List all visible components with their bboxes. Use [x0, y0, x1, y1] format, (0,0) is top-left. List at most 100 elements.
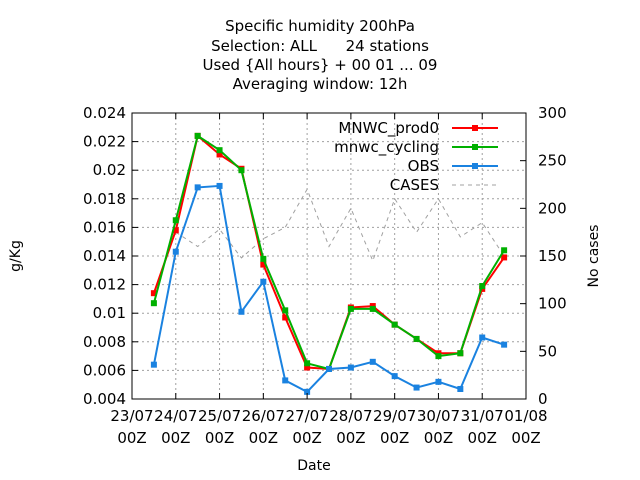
- data-point-obs: [457, 385, 464, 392]
- title-line-3: Used {All hours} + 00 01 ... 09: [203, 56, 438, 74]
- x-tick-label: 31/07: [461, 407, 504, 425]
- legend-marker: [472, 125, 478, 131]
- series-mnwc-prod0: [150, 132, 508, 372]
- data-point-obs: [150, 361, 157, 368]
- grid: [132, 113, 526, 399]
- legend-marker: [472, 163, 478, 169]
- data-point-obs: [260, 278, 267, 285]
- series-cases: [175, 188, 505, 263]
- series-obs: [150, 182, 508, 395]
- data-point-mnwc-prod0: [304, 364, 311, 371]
- data-point-mnwc-prod0: [260, 261, 267, 268]
- y-tick-label: 0.016: [83, 218, 126, 236]
- x-tick-label: 00Z: [292, 429, 321, 447]
- cases-series: [175, 188, 505, 263]
- y-tick-label: 0.012: [83, 276, 126, 294]
- x-axis-label: Date: [297, 458, 330, 474]
- data-point-mnwc-prod0: [282, 314, 289, 321]
- legend-entry-mnwc-prod0: MNWC_prod0: [338, 119, 498, 138]
- data-point-obs: [172, 248, 179, 255]
- data-point-obs: [369, 358, 376, 365]
- series-line-mnwc-cycling: [152, 134, 505, 371]
- data-point-mnwc-prod0: [172, 227, 179, 234]
- data-point-obs: [501, 341, 508, 348]
- data-point-mnwc-cycling: [194, 132, 201, 139]
- y-tick-label: 0.02: [93, 161, 126, 179]
- x-tick-label: 24/07: [154, 407, 197, 425]
- title-line-1: Specific humidity 200hPa: [225, 17, 415, 35]
- legend-label: MNWC_prod0: [338, 119, 439, 138]
- data-point-mnwc-cycling: [282, 307, 289, 314]
- data-point-obs: [282, 377, 289, 384]
- series-mnwc-cycling: [150, 132, 508, 372]
- x-tick-label: 00Z: [336, 429, 365, 447]
- data-point-obs: [304, 388, 311, 395]
- data-point-mnwc-cycling: [435, 353, 442, 360]
- data-point-obs: [435, 378, 442, 385]
- x-tick-label: 30/07: [417, 407, 460, 425]
- x-tick-label: 00Z: [205, 429, 234, 447]
- y-tick-label: 0.006: [83, 361, 126, 379]
- data-point-mnwc-cycling: [413, 335, 420, 342]
- y2-tick-label: 0: [538, 390, 548, 408]
- y-tick-label: 0.014: [83, 247, 126, 265]
- y-tick-label: 0.008: [83, 333, 126, 351]
- data-point-mnwc-cycling: [369, 305, 376, 312]
- series-line-obs: [152, 184, 505, 394]
- data-point-mnwc-cycling: [304, 360, 311, 367]
- x-tick-label: 00Z: [249, 429, 278, 447]
- legend-label: OBS: [408, 157, 439, 175]
- x-tick-label: 01/08: [504, 407, 547, 425]
- chart-title: Specific humidity 200hPa Selection: ALL …: [203, 17, 438, 93]
- y2-tick-label: 250: [538, 152, 567, 170]
- y-tick-label: 0.024: [83, 104, 126, 122]
- data-point-obs: [391, 373, 398, 380]
- legend-entry-mnwc-cycling: mnwc_cycling: [334, 138, 498, 157]
- data-point-mnwc-cycling: [479, 283, 486, 290]
- series-layer: [150, 132, 508, 395]
- data-point-mnwc-cycling: [347, 305, 354, 312]
- data-point-mnwc-cycling: [391, 321, 398, 328]
- data-point-obs: [347, 364, 354, 371]
- legend-label: CASES: [390, 176, 439, 194]
- y-axis-label: g/Kg: [8, 240, 24, 272]
- x-tick-label: 00Z: [424, 429, 453, 447]
- x-tick-label: 00Z: [468, 429, 497, 447]
- x-tick-label: 25/07: [198, 407, 241, 425]
- y-tick-label: 0.018: [83, 190, 126, 208]
- data-point-mnwc-cycling: [150, 300, 157, 307]
- axes: 23/07 00Z 24/07 00Z 25/07 00Z 26/07 00Z 27/07 00Z…: [83, 104, 567, 447]
- data-point-obs: [479, 334, 486, 341]
- y2-tick-label: 300: [538, 104, 567, 122]
- x-tick-label: 00Z: [161, 429, 190, 447]
- data-point-mnwc-prod0: [501, 254, 508, 261]
- x-tick-label: 00Z: [380, 429, 409, 447]
- series-line-mnwc-prod0: [152, 134, 505, 371]
- data-point-obs: [413, 384, 420, 391]
- series-line-cases: [175, 188, 505, 263]
- data-point-mnwc-prod0: [216, 151, 223, 158]
- y2-tick-label: 100: [538, 295, 567, 313]
- y2-tick-label: 50: [538, 342, 557, 360]
- data-point-mnwc-cycling: [457, 350, 464, 357]
- data-point-mnwc-cycling: [260, 255, 267, 262]
- data-point-mnwc-cycling: [238, 167, 245, 174]
- y-tick-label: 0.01: [93, 304, 126, 322]
- x-tick-label: 23/07: [110, 407, 153, 425]
- legend-label: mnwc_cycling: [334, 138, 439, 157]
- y-tick-label: 0.004: [83, 390, 126, 408]
- x-tick-label: 29/07: [373, 407, 416, 425]
- y2-axis-label: No cases: [586, 225, 602, 288]
- x-tick-label: 28/07: [329, 407, 372, 425]
- data-point-mnwc-cycling: [216, 147, 223, 154]
- y2-tick-label: 200: [538, 199, 567, 217]
- y2-tick-label: 150: [538, 247, 567, 265]
- x-tick-label: 27/07: [285, 407, 328, 425]
- data-point-obs: [238, 308, 245, 315]
- title-line-2: Selection: ALL 24 stations: [211, 37, 429, 55]
- legend-entry-cases: CASES: [390, 176, 498, 194]
- data-point-obs: [326, 365, 332, 372]
- x-tick-label: 00Z: [511, 429, 540, 447]
